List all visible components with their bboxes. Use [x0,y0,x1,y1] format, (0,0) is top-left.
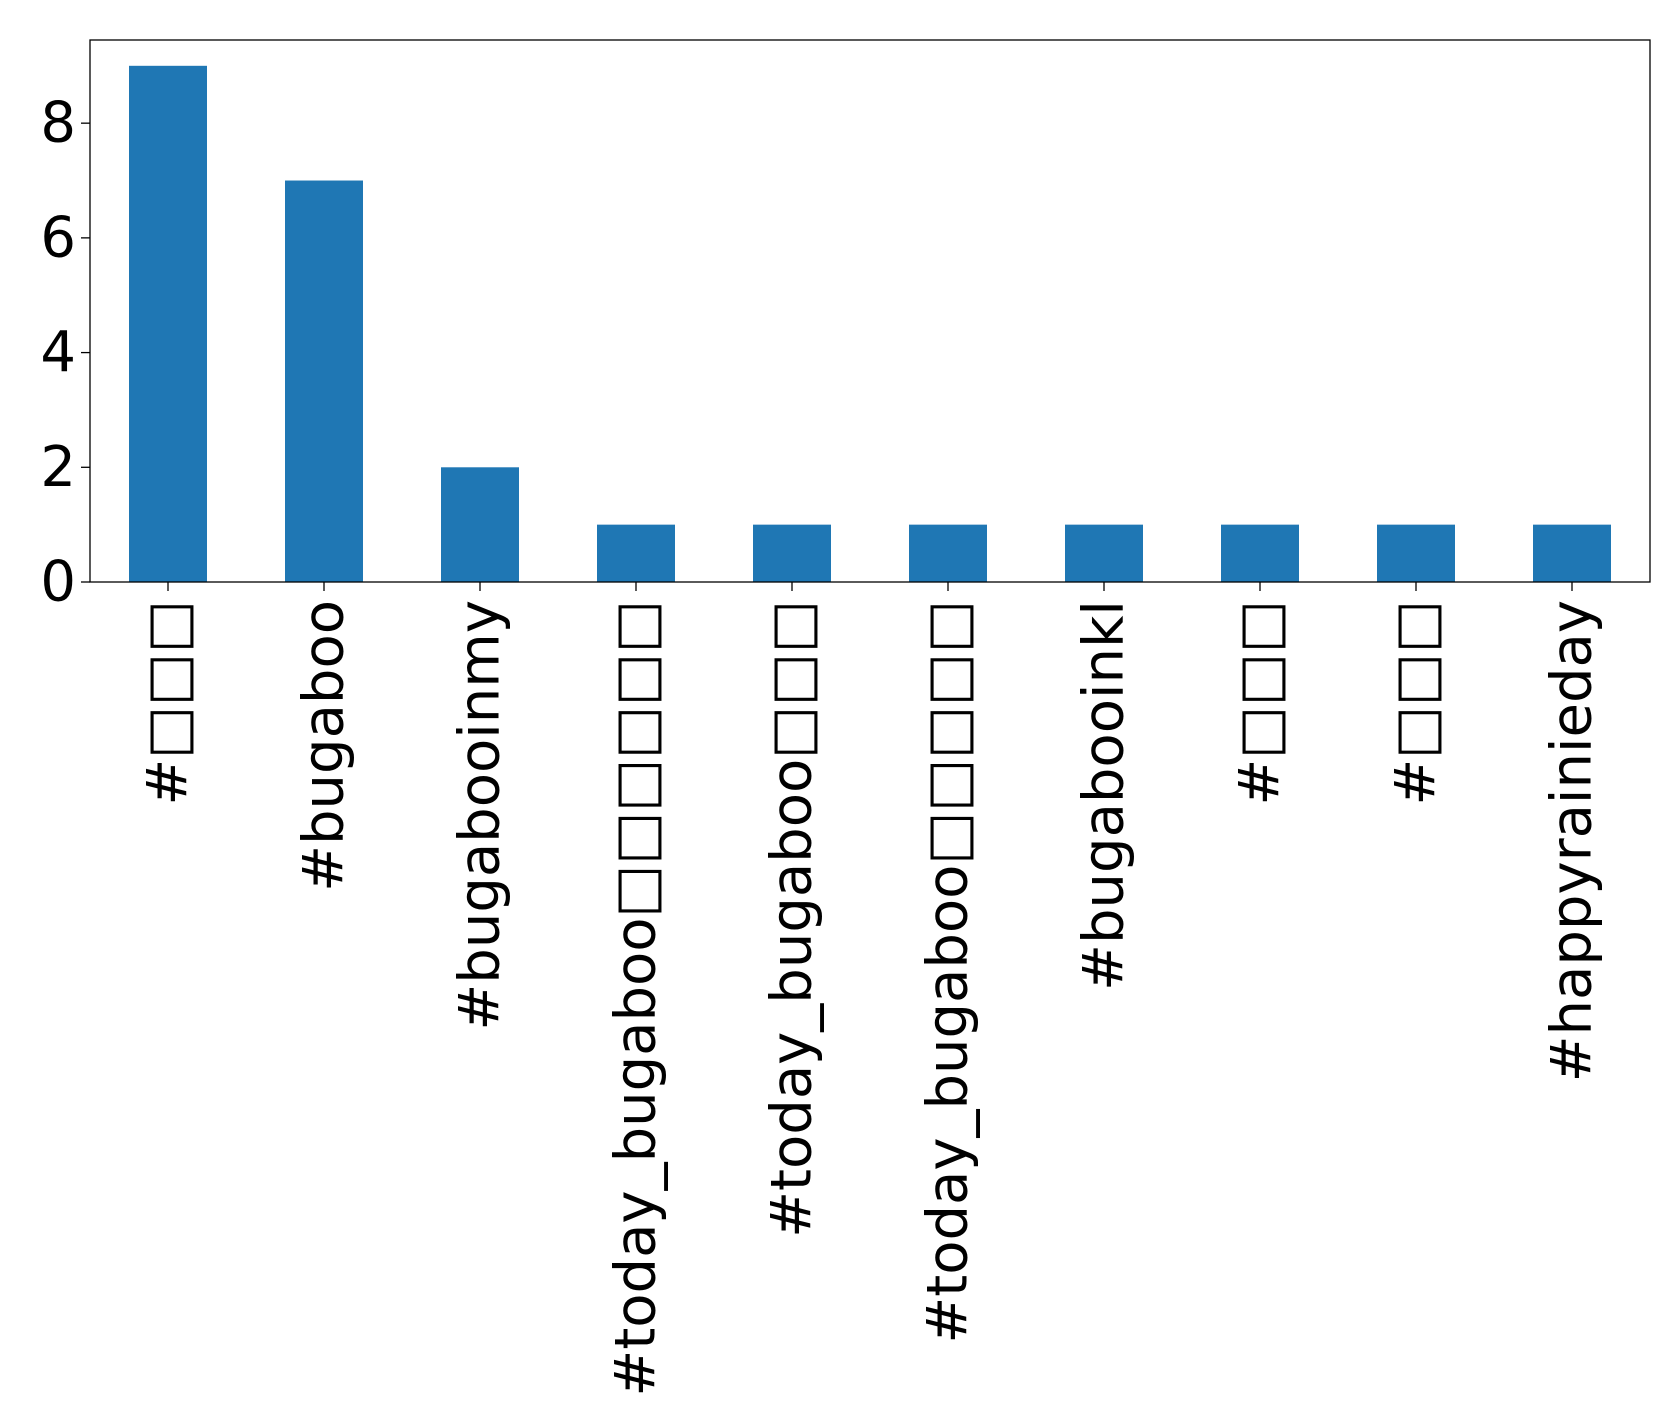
bars-layer [129,65,1611,583]
x-tick-label: #happyrainieday [1540,600,1605,1082]
y-tick-label: 8 [40,91,76,156]
x-tick-label: #□□□ [1384,600,1449,806]
y-axis: 0 2 4 6 8 [40,91,90,615]
y-tick-label: 6 [40,205,76,270]
bar [597,524,675,582]
x-axis: #□□□ #bugaboo #bugabooinmy #today_bugaboo□□… [136,582,1605,1397]
bar [1065,524,1143,582]
y-tick-label: 4 [40,320,76,385]
bar [285,180,363,582]
x-tick-label: #□□□ [136,600,201,806]
bar [1533,524,1611,582]
x-tick-label: #bugabooinkl [1072,600,1137,991]
y-tick-label: 0 [40,550,76,615]
bar [909,524,987,582]
x-tick-label: #bugabooinmy [448,600,513,1031]
bar [129,65,207,583]
x-tick-label: #□□□ [1228,600,1293,806]
x-tick-label: #bugaboo [292,600,357,892]
x-tick-label: #today_bugaboo□□□□□ [916,600,981,1344]
x-tick-label: #today_bugaboo□□□□□□ [604,600,669,1397]
x-tick-label: #today_bugaboo□□□ [760,600,825,1238]
bar [1377,524,1455,582]
bar [753,524,831,582]
plot-frame [89,39,1651,583]
bar [441,467,519,582]
bar [1221,524,1299,582]
y-tick-label: 2 [40,435,76,500]
